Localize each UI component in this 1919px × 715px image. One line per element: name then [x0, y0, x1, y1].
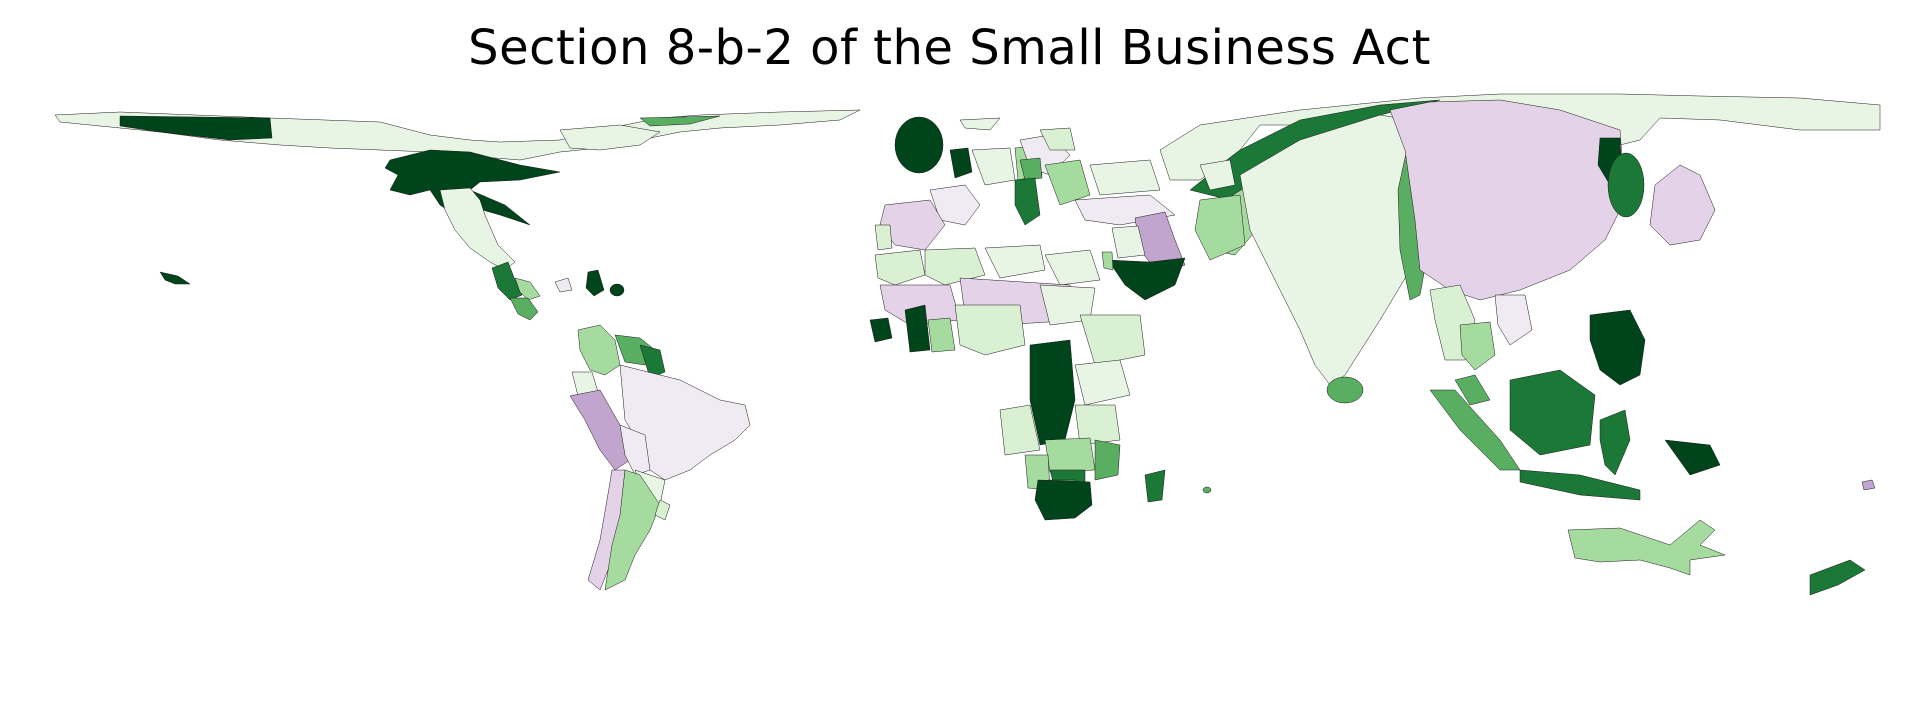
region-baltics: [1019, 157, 1043, 181]
region-libya: [984, 244, 1046, 279]
region-iceland: [959, 117, 1001, 131]
region-ireland: [949, 147, 973, 179]
region-fiji: [1861, 479, 1876, 491]
region-balkans: [1044, 159, 1091, 206]
map-title: Section 8-b-2 of the Small Business Act: [0, 20, 1919, 76]
region-dominican-republic: [609, 283, 625, 297]
region-south-africa: [1034, 479, 1093, 521]
region-japan: [1649, 164, 1716, 246]
region-sri-lanka: [1326, 376, 1364, 404]
region-hawaii: [159, 271, 191, 285]
region-peru: [569, 389, 631, 471]
region-argentina: [604, 469, 661, 591]
region-java: [1519, 469, 1641, 501]
region-guianas: [639, 344, 666, 379]
region-madagascar: [1144, 469, 1166, 503]
region-guinea: [904, 304, 931, 353]
region-finland: [1039, 127, 1076, 151]
region-zambia: [1044, 437, 1096, 473]
region-sulawesi: [1599, 409, 1631, 476]
region-mozambique: [1094, 439, 1121, 481]
region-israel: [1101, 251, 1114, 271]
region-drc: [1029, 339, 1076, 446]
region-philippines: [1589, 309, 1646, 386]
region-china: [1389, 99, 1626, 301]
region-malaysia-peninsula: [1454, 374, 1491, 406]
region-angola: [999, 404, 1041, 456]
region-india: [1239, 114, 1421, 386]
region-papua: [1664, 439, 1721, 476]
region-mauritius: [1202, 486, 1212, 494]
region-south-korea: [1607, 152, 1645, 218]
region-usa-fan: [384, 149, 561, 226]
region-guatemala: [491, 261, 523, 301]
region-thailand: [1459, 321, 1496, 371]
region-honduras: [514, 277, 541, 301]
region-uruguay: [654, 499, 671, 521]
region-egypt: [1044, 249, 1101, 286]
region-nigeria: [954, 304, 1026, 356]
region-portugal: [874, 224, 893, 251]
region-iraq: [1111, 225, 1146, 259]
region-borneo: [1509, 369, 1596, 456]
region-germany: [971, 147, 1016, 186]
region-pakistan: [1194, 194, 1246, 261]
region-haiti: [585, 269, 605, 297]
region-kenya: [1074, 359, 1131, 406]
region-cuba: [554, 277, 573, 293]
region-ethiopia: [1079, 314, 1146, 366]
region-mexico: [439, 187, 516, 271]
region-uk: [894, 116, 944, 174]
region-new-zealand: [1809, 559, 1866, 596]
region-senegal: [869, 317, 893, 343]
region-nicaragua: [509, 297, 539, 321]
region-canada-arctic-islands: [559, 124, 661, 151]
region-saudi-arabia: [1107, 257, 1186, 301]
map-title-text: Section 8-b-2 of the Small Business Act: [468, 20, 1431, 76]
region-mongolia: [1199, 159, 1236, 191]
region-australia: [1567, 519, 1726, 576]
region-ghana: [927, 317, 956, 353]
region-vietnam: [1494, 294, 1533, 346]
region-morocco: [874, 249, 926, 286]
region-italy: [1014, 177, 1041, 226]
region-canada-north-strip: [639, 115, 721, 127]
region-alaska-west: [119, 115, 273, 141]
region-colombia: [577, 324, 621, 376]
region-ukraine: [1089, 159, 1161, 196]
region-tanzania: [1074, 404, 1121, 446]
